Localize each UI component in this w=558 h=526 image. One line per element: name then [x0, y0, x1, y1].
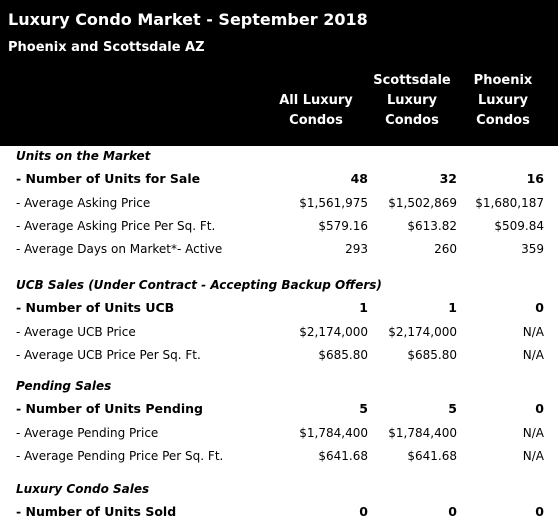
cell-value: $613.82	[407, 218, 457, 233]
cell-value: $2,174,000	[388, 324, 457, 339]
cell-value: 0	[535, 300, 544, 316]
row-label: - Average UCB Price	[16, 324, 136, 339]
cell-value: 0	[448, 504, 457, 520]
cell-value: $1,784,400	[299, 425, 368, 440]
cell-value: 0	[535, 401, 544, 417]
cell-value: $685.80	[318, 347, 368, 362]
section-title: Pending Sales	[16, 379, 112, 393]
row-label: - Average Pending Price Per Sq. Ft.	[16, 448, 224, 463]
cell-value: N/A	[522, 425, 544, 440]
cell-value: $685.80	[407, 347, 457, 362]
cell-value: $1,561,975	[299, 195, 368, 210]
cell-value: $509.84	[494, 218, 544, 233]
column-header: Scottsdale	[373, 73, 451, 88]
row-label: - Number of Units for Sale	[16, 171, 201, 187]
column-header: Luxury	[477, 93, 529, 108]
cell-value: 32	[439, 171, 457, 187]
cell-value: 16	[526, 171, 544, 187]
column-header: Condos	[476, 113, 530, 128]
column-header: Luxury	[386, 93, 438, 108]
cell-value: 293	[345, 242, 368, 257]
section-title: Units on the Market	[16, 149, 151, 163]
cell-value: $641.68	[318, 448, 368, 463]
cell-value: 0	[359, 504, 368, 520]
column-header: Phoenix	[473, 73, 533, 88]
subtitle: Phoenix and Scottsdale AZ	[8, 40, 205, 55]
row-label: - Number of Units Sold	[16, 504, 177, 520]
row-label: - Average UCB Price Per Sq. Ft.	[16, 347, 201, 362]
row-label: - Average Asking Price Per Sq. Ft.	[16, 218, 216, 233]
cell-value: 1	[359, 300, 368, 316]
cell-value: 5	[359, 401, 368, 417]
column-header: Condos	[385, 113, 439, 128]
section-title: Luxury Condo Sales	[16, 482, 150, 496]
cell-value: N/A	[522, 448, 544, 463]
cell-value: $1,784,400	[388, 425, 457, 440]
cell-value: 0	[535, 504, 544, 520]
cell-value: 359	[521, 242, 544, 257]
cell-value: $579.16	[318, 218, 368, 233]
row-label: - Number of Units Pending	[16, 401, 203, 417]
cell-value: 48	[350, 171, 368, 187]
section-title: UCB Sales (Under Contract - Accepting Ba…	[16, 278, 382, 292]
cell-value: $641.68	[407, 448, 457, 463]
cell-value: 260	[434, 242, 457, 257]
row-label: - Number of Units UCB	[16, 300, 175, 316]
title: Luxury Condo Market - September 2018	[8, 10, 368, 29]
cell-value: $1,502,869	[388, 195, 457, 210]
cell-value: $1,680,187	[475, 195, 544, 210]
header-band	[0, 0, 558, 146]
cell-value: 5	[448, 401, 457, 417]
cell-value: N/A	[522, 347, 544, 362]
row-label: - Average Pending Price	[16, 425, 159, 440]
cell-value: $2,174,000	[299, 324, 368, 339]
row-label: - Average Days on Market*- Active	[16, 242, 223, 257]
column-header: All Luxury	[279, 93, 353, 108]
cell-value: 1	[448, 300, 457, 316]
row-label: - Average Asking Price	[16, 195, 151, 210]
column-header: Condos	[289, 113, 343, 128]
cell-value: N/A	[522, 324, 544, 339]
